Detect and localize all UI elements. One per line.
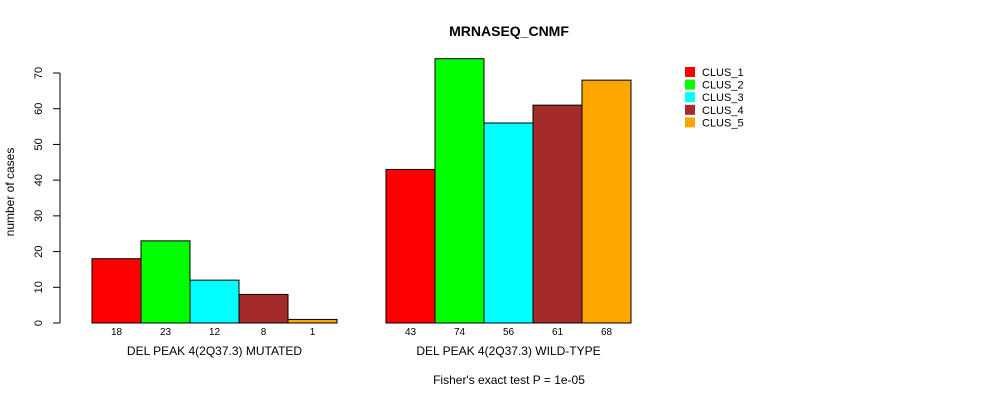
bar-group2-clus-4 [532,104,583,324]
legend-label-clus-5: CLUS_5 [702,117,744,129]
legend-label-clus-1: CLUS_1 [702,67,744,79]
y-tick-label-30: 30 [33,210,45,222]
bar-group1-clus-1 [91,258,142,324]
group-label-1: DEL PEAK 4(2Q37.3) MUTATED [127,344,302,358]
y-tick-label-70: 70 [33,67,45,79]
group-label-2: DEL PEAK 4(2Q37.3) WILD-TYPE [416,344,600,358]
y-axis-label: number of cases [3,148,17,237]
bar-value-label-group1-1: 18 [111,327,123,338]
y-tick-label-60: 60 [33,103,45,115]
legend-swatch-clus-1 [685,67,695,77]
bar-group2-clus-2 [434,58,485,324]
legend-swatch-clus-5 [685,117,695,128]
legend-label-clus-4: CLUS_4 [702,105,744,117]
statistical-test-footer: Fisher's exact test P = 1e-05 [433,373,585,387]
y-tick-label-50: 50 [33,138,45,150]
bar-value-label-group2-5: 68 [601,327,613,338]
bar-group1-clus-2 [140,240,191,324]
y-tick-label-10: 10 [33,281,45,293]
y-axis: 0 10 20 30 40 50 60 70 [33,67,61,326]
bar-value-labels: 18 23 12 8 1 43 74 56 61 68 [111,327,613,338]
bar-value-label-group2-2: 74 [454,327,466,338]
y-tick-label-0: 0 [33,320,45,326]
bar-value-label-group1-4: 8 [261,327,267,338]
bar-value-label-group1-2: 23 [160,327,172,338]
y-tick-label-20: 20 [33,245,45,257]
legend-swatch-clus-2 [685,79,695,90]
bars-layer [91,58,632,324]
bar-group2-clus-5 [581,79,632,324]
bar-value-label-group1-3: 12 [209,327,221,338]
bar-group1-clus-3 [189,279,240,324]
bar-value-label-group2-4: 61 [552,327,564,338]
legend-swatch-clus-3 [685,92,695,103]
bar-value-label-group1-5: 1 [310,327,316,338]
bar-group2-clus-1 [385,168,436,324]
chart-title: MRNASEQ_CNMF [449,23,569,39]
bar-value-label-group2-1: 43 [405,327,417,338]
bar-group2-clus-3 [483,122,534,324]
bar-group1-clus-5 [287,318,338,324]
bar-group1-clus-4 [238,293,289,324]
bar-value-label-group2-3: 56 [503,327,515,338]
y-tick-label-40: 40 [33,174,45,186]
group-labels: DEL PEAK 4(2Q37.3) MUTATED DEL PEAK 4(2Q3… [127,344,601,358]
legend-label-clus-2: CLUS_2 [702,80,744,92]
legend-swatch-clus-4 [685,104,695,115]
legend-label-clus-3: CLUS_3 [702,92,744,104]
